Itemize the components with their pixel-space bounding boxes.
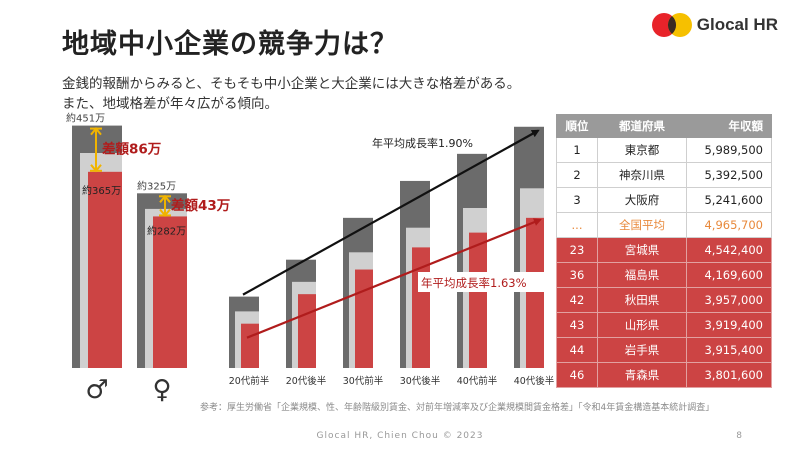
amount-cell: 5,392,500 <box>686 162 772 188</box>
bar-中小企業 <box>355 269 373 368</box>
table-row: 46 青森県 3,801,600 <box>556 362 772 388</box>
gap-label: 差額86万 <box>102 141 161 158</box>
header-rank: 順位 <box>556 114 598 138</box>
table-row: 36 福島県 4,169,600 <box>556 262 772 288</box>
table-row: 42 秋田県 3,957,000 <box>556 287 772 313</box>
source-note: 参考：厚生労働省「企業規模、性、年齢階級別賃金、対前年増減率及び企業規模間賃金格… <box>200 403 715 413</box>
prefecture-cell: 岩手県 <box>597 337 687 363</box>
amount-cell: 5,241,600 <box>686 187 772 213</box>
prefecture-cell: 福島県 <box>597 262 687 288</box>
value-label: 約365万 <box>82 184 121 197</box>
prefecture-cell: 青森県 <box>597 362 687 388</box>
bar-中小企業 <box>241 323 259 368</box>
bar-中小企業 <box>88 171 122 368</box>
table-row: 44 岩手県 3,915,400 <box>556 337 772 363</box>
rank-cell: ... <box>556 212 598 238</box>
male-symbol-icon: ♂ <box>85 375 108 405</box>
gap-arrow-head <box>90 164 102 173</box>
trend-arrow-small <box>246 218 542 339</box>
rank-cell: 1 <box>556 137 598 163</box>
brand-name: Glocal HR <box>696 15 778 34</box>
bar-中小企業 <box>153 216 187 368</box>
bar-中小企業 <box>526 217 544 368</box>
prefecture-ranking-table: 順位 都道府県 年収額 1 東京都 5,989,500 2 神奈川県 5,392,500… <box>556 114 772 388</box>
prefecture-cell: 大阪府 <box>597 187 687 213</box>
trend-label: 年平均成長率1.90% <box>372 136 473 150</box>
x-tick-label: 20代後半 <box>286 375 327 387</box>
value-label: 約325万 <box>137 179 176 192</box>
subtitle-line-2: また、地域格差が年々広がる傾向。 <box>62 96 278 112</box>
rank-cell: 46 <box>556 362 598 388</box>
amount-cell: 5,989,500 <box>686 137 772 163</box>
rank-cell: 2 <box>556 162 598 188</box>
rank-cell: 23 <box>556 237 598 263</box>
prefecture-cell: 東京都 <box>597 137 687 163</box>
prefecture-cell: 神奈川県 <box>597 162 687 188</box>
trend-label-background <box>418 272 548 292</box>
x-tick-label: 40代前半 <box>457 375 498 387</box>
prefecture-cell: 山形県 <box>597 312 687 338</box>
trend-arrow-large <box>242 129 540 296</box>
x-tick-label: 20代前半 <box>229 375 270 387</box>
amount-cell: 4,965,700 <box>686 212 772 238</box>
amount-cell: 3,919,400 <box>686 312 772 338</box>
table-row: 3 大阪府 5,241,600 <box>556 187 772 213</box>
prefecture-cell: 宮城県 <box>597 237 687 263</box>
bar-中小企業 <box>298 294 316 368</box>
table-row: 43 山形県 3,919,400 <box>556 312 772 338</box>
glocal-hr-logo-icon <box>651 13 692 37</box>
rank-cell: 43 <box>556 312 598 338</box>
bar-中小企業 <box>469 232 487 368</box>
footer-credit: Glocal HR, Chien Chou © 2023 <box>316 431 484 441</box>
value-label: 約451万 <box>66 112 105 125</box>
amount-cell: 4,542,400 <box>686 237 772 263</box>
brand: Glocal HR <box>651 12 778 38</box>
amount-cell: 3,801,600 <box>686 362 772 388</box>
rank-cell: 36 <box>556 262 598 288</box>
gap-arrow-head <box>159 194 171 203</box>
x-tick-label: 30代後半 <box>400 375 441 387</box>
page-title: 地域中小企業の競争力は？ <box>62 29 398 60</box>
rank-cell: 44 <box>556 337 598 363</box>
x-tick-label: 40代後半 <box>514 375 555 387</box>
female-symbol-icon: ♀ <box>152 375 171 405</box>
x-tick-label: 30代前半 <box>343 375 384 387</box>
rank-cell: 42 <box>556 287 598 313</box>
subtitle-line-1: 金銭的報酬からみると、そもそも中小企業と大企業には大きな格差がある。 <box>62 76 521 92</box>
amount-cell: 3,957,000 <box>686 287 772 313</box>
amount-cell: 4,169,600 <box>686 262 772 288</box>
table-row: 1 東京都 5,989,500 <box>556 137 772 163</box>
rank-cell: 3 <box>556 187 598 213</box>
ranking-header-row: 順位 都道府県 年収額 <box>556 114 772 138</box>
gap-arrow-head <box>90 127 102 136</box>
amount-cell: 3,915,400 <box>686 337 772 363</box>
trend-label: 年平均成長率1.63% <box>421 276 527 290</box>
table-row: 23 宮城県 4,542,400 <box>556 237 772 263</box>
gap-label: 差額43万 <box>171 197 230 214</box>
header-prefecture: 都道府県 <box>597 114 687 138</box>
page-number: 8 <box>736 431 742 441</box>
gap-arrow-head <box>159 208 171 217</box>
prefecture-cell: 秋田県 <box>597 287 687 313</box>
value-label: 約282万 <box>147 224 186 237</box>
header-amount: 年収額 <box>686 114 772 138</box>
table-row: 2 神奈川県 5,392,500 <box>556 162 772 188</box>
table-row-national-average: ... 全国平均 4,965,700 <box>556 212 772 238</box>
prefecture-cell: 全国平均 <box>597 212 687 238</box>
